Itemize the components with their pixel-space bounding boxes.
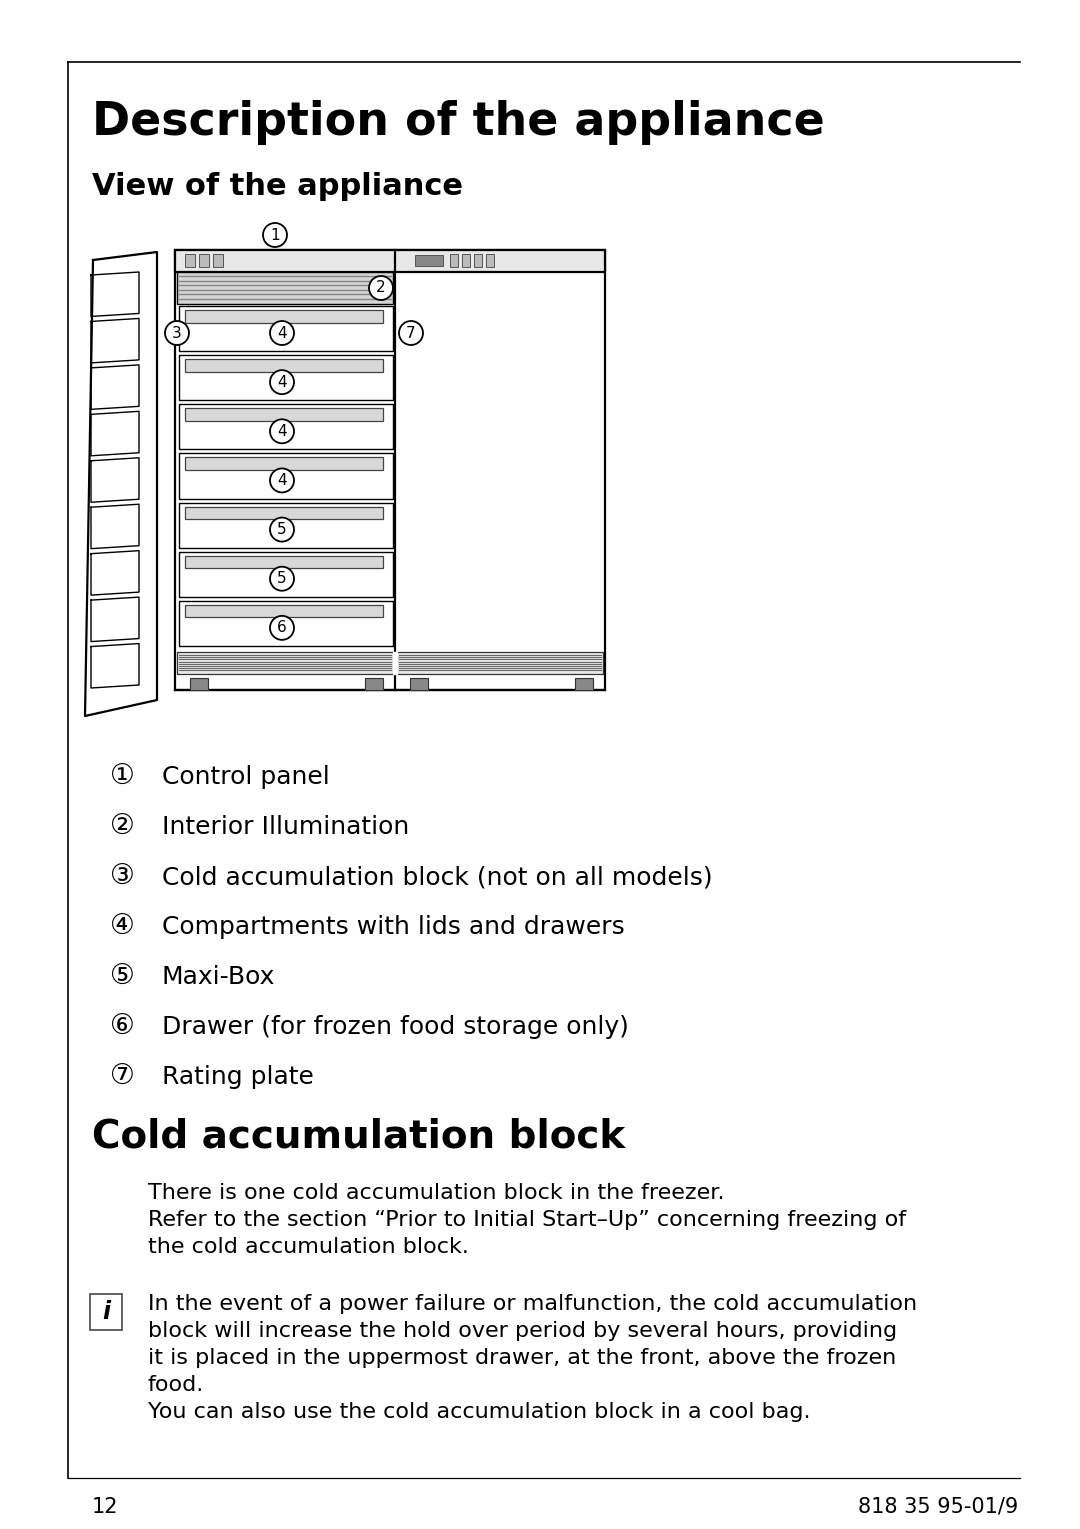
Text: Maxi-Box: Maxi-Box [162,965,275,989]
Text: 4: 4 [278,472,287,488]
Circle shape [165,321,189,346]
Bar [179,503,393,547]
Text: Interior Illumination: Interior Illumination [162,815,409,839]
Text: ①: ① [110,761,135,790]
Text: 7: 7 [406,326,416,341]
Bar [90,1294,122,1330]
Text: 2: 2 [376,280,386,295]
Text: Rating plate: Rating plate [162,1066,314,1089]
Bar [177,272,393,304]
Bar [365,677,383,690]
Bar [185,506,383,520]
Circle shape [264,223,287,248]
Text: Refer to the section “Prior to Initial Start–Up” concerning freezing of: Refer to the section “Prior to Initial S… [148,1209,906,1229]
Polygon shape [91,318,139,362]
Bar [179,404,393,450]
Text: ⑦: ⑦ [110,1063,135,1090]
Text: it is placed in the uppermost drawer, at the front, above the frozen: it is placed in the uppermost drawer, at… [148,1349,896,1368]
Text: food.: food. [148,1375,204,1394]
Bar [185,408,383,420]
Circle shape [270,518,294,541]
Polygon shape [85,252,157,716]
Polygon shape [91,411,139,456]
Polygon shape [91,505,139,549]
Bar [185,310,383,323]
Text: block will increase the hold over period by several hours, providing: block will increase the hold over period… [148,1321,897,1341]
Text: 3: 3 [172,326,181,341]
Text: ③: ③ [110,862,135,890]
Polygon shape [91,365,139,410]
Text: i: i [102,1300,110,1324]
Bar [179,454,393,498]
Text: 4: 4 [278,424,287,439]
Bar [177,651,393,674]
Text: ⑥: ⑥ [110,1012,135,1040]
Bar [175,251,605,272]
Polygon shape [393,651,397,674]
Bar [185,254,195,266]
Bar [185,457,383,469]
Text: 1: 1 [270,228,280,243]
Text: ②: ② [110,812,135,839]
Polygon shape [91,644,139,688]
Bar [185,555,383,569]
Bar [486,254,494,266]
Circle shape [270,419,294,443]
Text: Drawer (for frozen food storage only): Drawer (for frozen food storage only) [162,1015,629,1040]
Text: In the event of a power failure or malfunction, the cold accumulation: In the event of a power failure or malfu… [148,1294,917,1313]
Text: 5: 5 [278,572,287,586]
Bar [175,251,605,690]
Bar [397,651,603,674]
Bar [575,677,593,690]
Circle shape [270,468,294,492]
Bar [185,605,383,618]
Text: Cold accumulation block: Cold accumulation block [92,1118,625,1156]
Text: 5: 5 [278,521,287,537]
Text: Description of the appliance: Description of the appliance [92,99,825,145]
Bar [415,255,443,266]
Polygon shape [91,550,139,595]
Bar [474,254,482,266]
Bar [410,677,428,690]
Bar [179,306,393,352]
Circle shape [369,277,393,300]
Text: ④: ④ [110,911,135,940]
Bar [179,552,393,596]
Text: 4: 4 [278,375,287,390]
Bar [190,677,208,690]
Text: 6: 6 [278,621,287,636]
Polygon shape [91,272,139,317]
Bar [450,254,458,266]
Text: You can also use the cold accumulation block in a cool bag.: You can also use the cold accumulation b… [148,1402,810,1422]
Text: Cold accumulation block (not on all models): Cold accumulation block (not on all mode… [162,865,713,888]
Bar [185,359,383,372]
Bar [462,254,470,266]
Text: There is one cold accumulation block in the freezer.: There is one cold accumulation block in … [148,1183,725,1203]
Bar [179,355,393,401]
Circle shape [270,567,294,590]
Text: 4: 4 [278,326,287,341]
Text: 818 35 95-01/9: 818 35 95-01/9 [858,1497,1018,1517]
Bar [213,254,222,266]
Bar [199,254,210,266]
Polygon shape [91,598,139,642]
Bar [179,601,393,645]
Polygon shape [91,457,139,502]
Circle shape [270,321,294,346]
Text: 12: 12 [92,1497,119,1517]
Text: ⑤: ⑤ [110,962,135,989]
Text: Control panel: Control panel [162,764,329,789]
Text: View of the appliance: View of the appliance [92,171,463,200]
Circle shape [270,370,294,394]
Text: Compartments with lids and drawers: Compartments with lids and drawers [162,914,624,939]
Text: the cold accumulation block.: the cold accumulation block. [148,1237,469,1257]
Circle shape [270,616,294,639]
Circle shape [399,321,423,346]
